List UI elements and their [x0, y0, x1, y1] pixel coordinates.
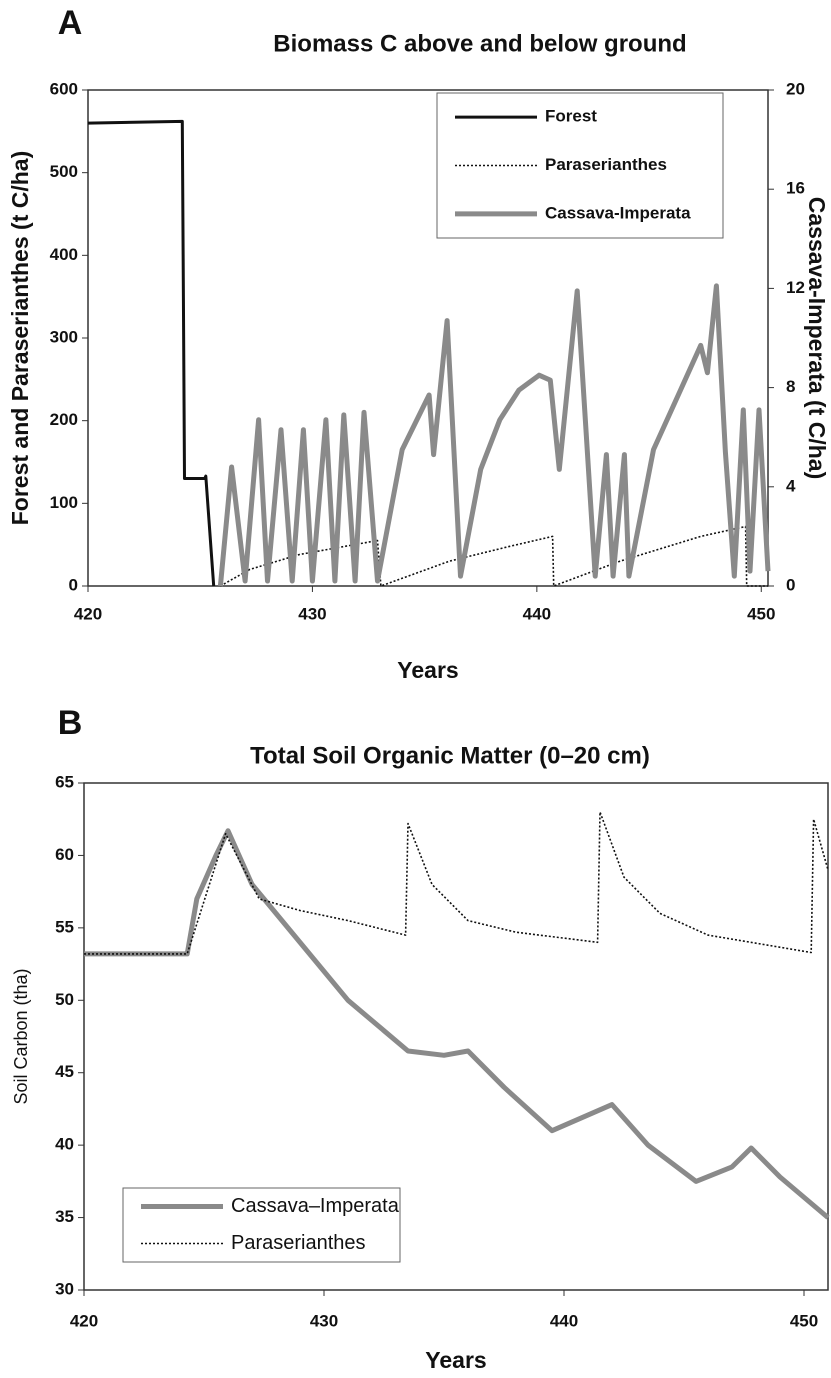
- y-tick-label: 35: [55, 1207, 74, 1226]
- legend-label: Paraserianthes: [231, 1232, 366, 1254]
- y2-tick-label: 12: [786, 278, 805, 297]
- y2-axis-label: Cassava-Imperata (t C/ha): [804, 197, 830, 480]
- y2-tick-label: 20: [786, 79, 805, 98]
- y-tick-label: 55: [55, 917, 74, 936]
- chart-title: Total Soil Organic Matter (0–20 cm): [250, 742, 650, 769]
- series-line: [84, 828, 830, 1220]
- y-tick-label: 300: [50, 327, 78, 346]
- legend-label: Cassava–Imperata: [231, 1195, 400, 1217]
- panel-label: A: [58, 4, 83, 42]
- y-tick-label: 40: [55, 1135, 74, 1154]
- series-line: [220, 525, 768, 587]
- series-line: [217, 283, 771, 587]
- x-axis-label: Years: [425, 1347, 486, 1373]
- chart-title: Biomass C above and below ground: [273, 30, 686, 57]
- x-tick-label: 420: [74, 604, 102, 623]
- y-tick-label: 500: [50, 162, 78, 181]
- x-tick-label: 440: [523, 604, 551, 623]
- y2-tick-label: 8: [786, 377, 795, 396]
- legend-label: Paraserianthes: [545, 155, 667, 174]
- x-axis-label: Years: [397, 657, 458, 683]
- x-tick-label: 450: [790, 1311, 818, 1330]
- x-tick-label: 450: [747, 604, 775, 623]
- y-tick-label: 100: [50, 493, 78, 512]
- y-tick-label: 400: [50, 245, 78, 264]
- legend-label: Cassava-Imperata: [545, 203, 691, 222]
- y-tick-label: 45: [55, 1062, 74, 1081]
- x-tick-label: 430: [310, 1311, 338, 1330]
- series-line: [84, 811, 829, 955]
- y-tick-label: 50: [55, 990, 74, 1009]
- plot-frame: [83, 782, 829, 1291]
- legend-label: Forest: [545, 107, 597, 126]
- y2-tick-label: 16: [786, 179, 805, 198]
- legend-box: [122, 1187, 401, 1263]
- y-tick-label: 600: [50, 79, 78, 98]
- y-tick-label: 0: [69, 575, 78, 594]
- y2-tick-label: 0: [786, 575, 795, 594]
- x-tick-label: 430: [298, 604, 326, 623]
- series-line: [87, 119, 216, 587]
- y-axis-label: Forest and Paraserianthes (t C/ha): [7, 151, 33, 526]
- y-tick-label: 65: [55, 772, 74, 791]
- panel-label: B: [58, 704, 83, 742]
- y-tick-label: 200: [50, 410, 78, 429]
- y-tick-label: 60: [55, 845, 74, 864]
- x-tick-label: 440: [550, 1311, 578, 1330]
- x-tick-label: 420: [70, 1311, 98, 1330]
- y-tick-label: 30: [55, 1279, 74, 1298]
- y2-tick-label: 4: [786, 476, 796, 495]
- y-axis-label: Soil Carbon (tha): [11, 968, 31, 1104]
